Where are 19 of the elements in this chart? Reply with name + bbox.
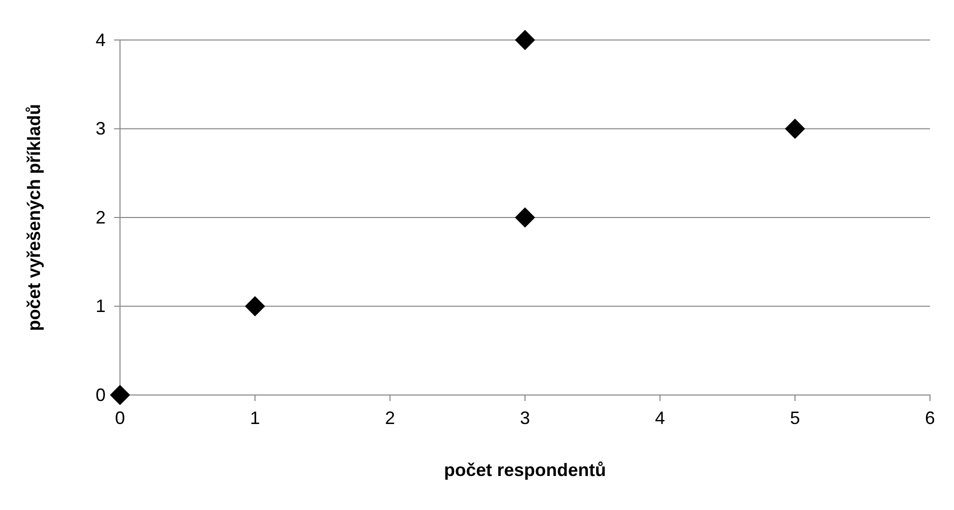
- y-tick-label: 1: [96, 296, 106, 316]
- point: [110, 384, 130, 406]
- y-tick-label: 4: [96, 30, 106, 50]
- point: [784, 118, 806, 139]
- x-tick-label: 6: [924, 408, 936, 428]
- y-tick-label: 0: [96, 384, 106, 405]
- x-tick-label: 1: [250, 408, 260, 428]
- x-tick-label: 2: [384, 408, 396, 428]
- x-tick-label: 5: [790, 408, 800, 428]
- point: [514, 30, 536, 50]
- point: [244, 296, 266, 316]
- x-tick-label: 0: [114, 408, 126, 428]
- x-tick-label: 3: [520, 408, 530, 428]
- x-axis-title: počet respondentů: [444, 460, 606, 480]
- x-tick-label: 4: [654, 408, 666, 428]
- y-tick-label: 3: [96, 118, 106, 139]
- y-axis-title: počet vyřešených příkladů: [24, 104, 44, 332]
- point: [514, 207, 536, 228]
- y-tick-label: 2: [96, 207, 106, 228]
